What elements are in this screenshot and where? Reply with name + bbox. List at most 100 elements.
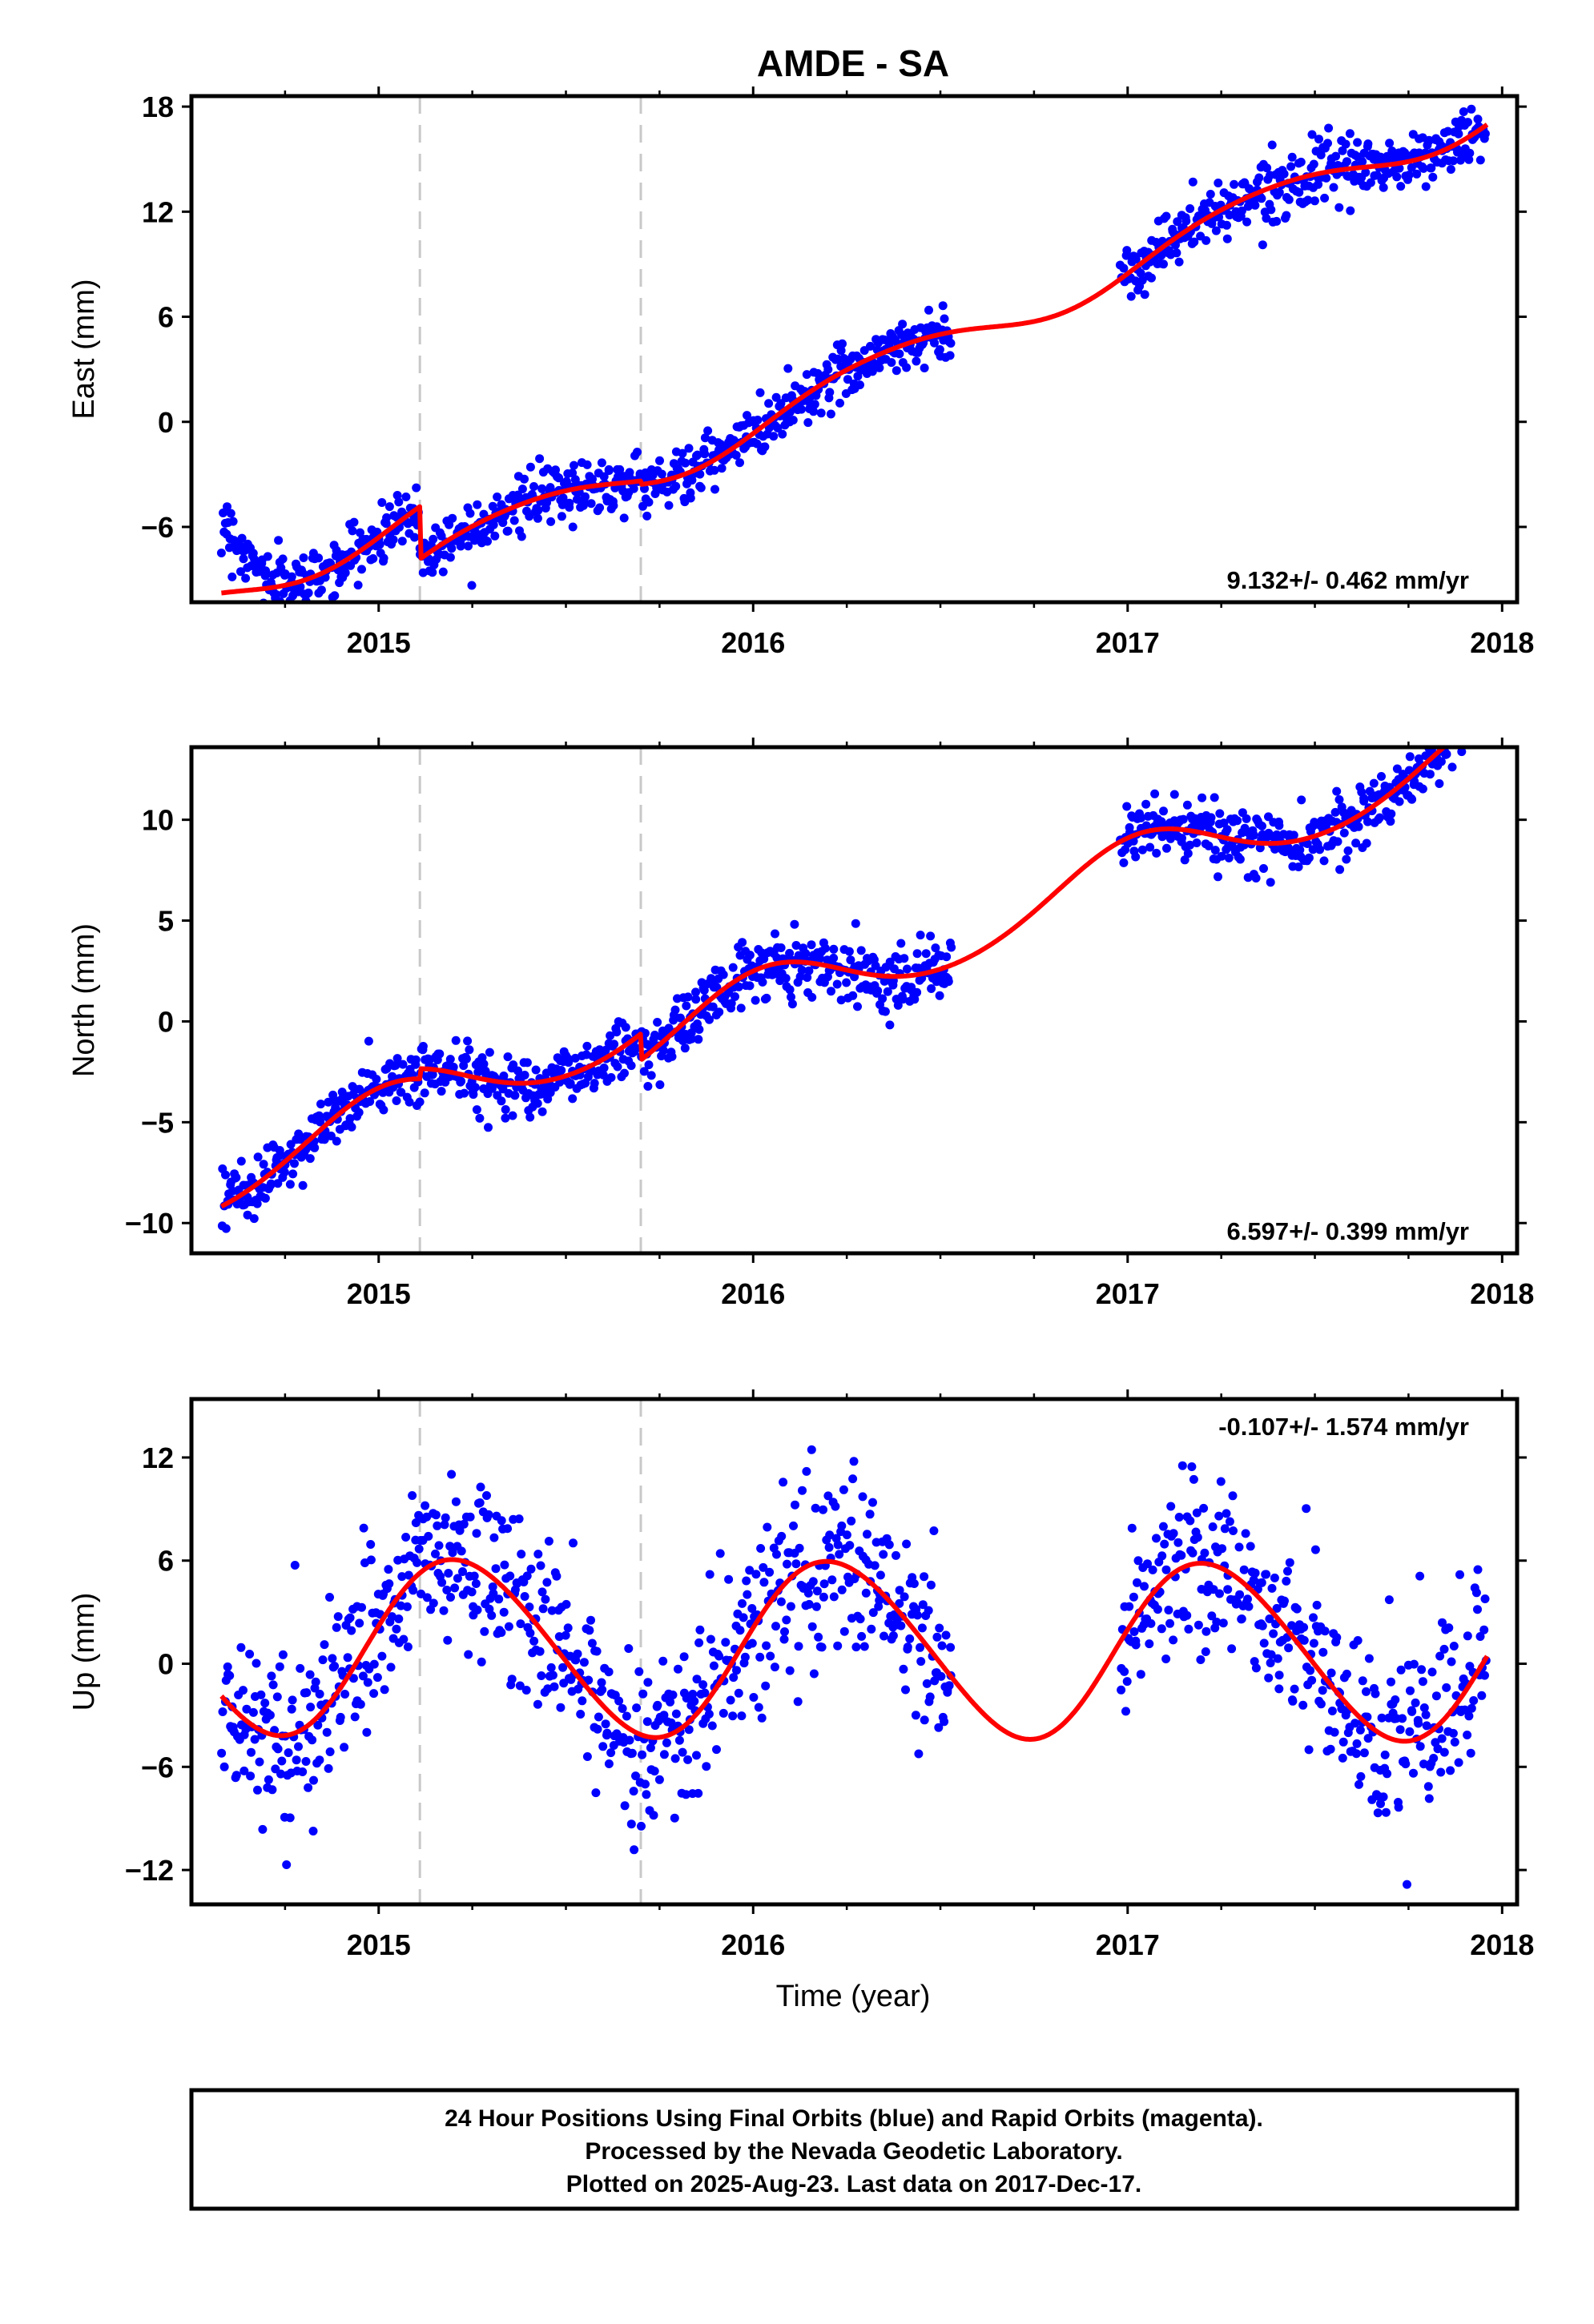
data-point <box>1316 151 1326 159</box>
data-point <box>924 1606 933 1615</box>
data-point <box>1405 752 1415 762</box>
data-point <box>1449 1642 1459 1651</box>
data-point <box>240 1766 249 1775</box>
data-point <box>700 433 710 443</box>
data-point <box>940 1717 949 1727</box>
y-axis-label: North (mm) <box>67 923 101 1077</box>
data-point <box>820 943 830 953</box>
data-point <box>1230 179 1239 189</box>
data-point <box>1270 844 1280 854</box>
data-point <box>776 943 786 952</box>
data-point <box>1292 1604 1302 1614</box>
data-point <box>1267 140 1277 150</box>
data-point <box>1444 1623 1454 1633</box>
data-point <box>439 1606 449 1615</box>
data-point <box>787 999 797 1009</box>
data-point <box>710 485 719 494</box>
data-point <box>903 1642 912 1652</box>
data-point <box>442 1586 452 1594</box>
data-point <box>347 1626 356 1635</box>
data-point <box>1262 214 1271 223</box>
y-tick-label: 6 <box>158 1545 174 1578</box>
data-point <box>918 1600 928 1610</box>
data-point <box>1159 806 1168 816</box>
data-point <box>1224 853 1234 862</box>
data-point <box>525 1628 535 1638</box>
data-point <box>695 469 705 479</box>
data-point <box>1299 1622 1309 1632</box>
data-point <box>578 1696 587 1706</box>
data-point <box>1274 821 1284 830</box>
data-point <box>569 1538 578 1548</box>
y-tick-label: −6 <box>141 1751 174 1783</box>
data-point <box>501 1113 510 1123</box>
data-point <box>700 1688 710 1698</box>
data-point <box>302 1688 312 1698</box>
data-point <box>604 466 614 476</box>
data-point <box>255 1757 264 1767</box>
data-point <box>268 1680 278 1690</box>
data-point <box>785 948 795 958</box>
data-point <box>598 1685 607 1695</box>
data-point <box>1346 206 1355 215</box>
data-point <box>1350 1719 1360 1728</box>
data-point <box>1165 1618 1174 1628</box>
data-point <box>340 1690 350 1699</box>
data-point <box>855 380 864 390</box>
data-point <box>252 1199 262 1208</box>
data-point <box>1436 1767 1446 1777</box>
data-point <box>863 1530 871 1539</box>
data-point <box>581 492 590 501</box>
data-point <box>413 1558 422 1567</box>
data-point <box>1235 854 1245 864</box>
data-point <box>762 1641 771 1651</box>
data-point <box>766 1651 775 1661</box>
data-point <box>752 439 762 448</box>
data-point <box>1239 1565 1249 1574</box>
data-point <box>747 1604 757 1613</box>
data-point <box>662 1738 671 1747</box>
data-point <box>1475 155 1485 165</box>
data-point <box>624 1644 634 1653</box>
data-point <box>429 1598 438 1608</box>
data-point <box>369 1659 379 1669</box>
data-point <box>1219 818 1229 828</box>
data-point <box>1266 878 1275 887</box>
data-point <box>1119 858 1129 867</box>
data-point <box>226 509 235 518</box>
data-point <box>465 1512 475 1522</box>
data-point <box>280 1168 289 1177</box>
data-point <box>604 1759 614 1768</box>
data-point <box>1447 762 1457 772</box>
data-point <box>1207 1611 1217 1621</box>
data-point <box>1266 1659 1275 1667</box>
data-point <box>601 1719 610 1729</box>
data-point <box>1396 1665 1406 1675</box>
data-point <box>1274 187 1284 197</box>
data-point <box>267 1671 276 1681</box>
data-point <box>315 1689 324 1699</box>
data-point <box>443 1635 453 1645</box>
data-point <box>747 1638 757 1648</box>
data-point <box>247 1747 256 1757</box>
data-point <box>1439 1747 1449 1757</box>
data-point <box>1244 1602 1254 1611</box>
data-point <box>1363 1734 1373 1743</box>
data-point <box>654 1775 664 1784</box>
data-point <box>586 499 596 509</box>
data-point <box>721 1638 731 1647</box>
data-point <box>517 532 526 541</box>
data-point <box>582 1041 592 1051</box>
east-panel: 2015 2016 2017 2018 −6 0 6 12 18 East (mm) 9.132+/… <box>67 86 1534 659</box>
data-point <box>1243 1594 1252 1604</box>
data-point <box>507 1675 517 1684</box>
data-point <box>739 1613 748 1622</box>
data-point <box>324 1763 333 1773</box>
data-point <box>1210 846 1220 855</box>
data-point <box>916 931 925 940</box>
data-point <box>497 1628 506 1637</box>
data-point <box>1427 1667 1437 1677</box>
data-point <box>1266 205 1276 215</box>
data-point <box>657 469 666 479</box>
data-point <box>1373 1808 1383 1818</box>
